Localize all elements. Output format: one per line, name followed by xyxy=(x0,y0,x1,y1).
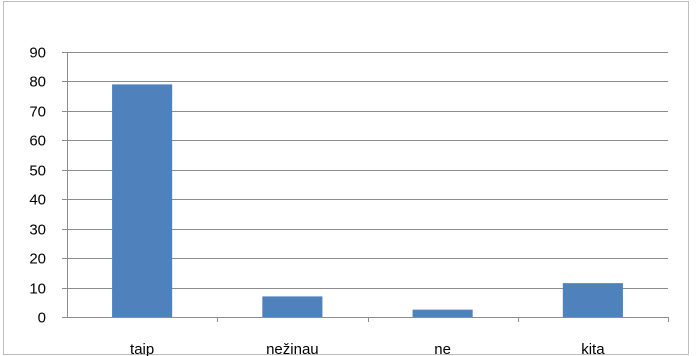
bars xyxy=(112,84,623,317)
bar-2 xyxy=(262,296,323,317)
chart-frame xyxy=(3,1,689,355)
y-tick-label: 30 xyxy=(29,222,46,239)
x-category-label: nežinau xyxy=(266,341,319,356)
x-category-label: taip xyxy=(130,341,154,356)
bar-3 xyxy=(412,309,473,317)
y-tick-label: 90 xyxy=(29,45,46,62)
y-tick-label: 0 xyxy=(38,310,46,327)
x-category-label: ne xyxy=(434,341,451,356)
bar-4 xyxy=(562,283,623,317)
bar-1 xyxy=(112,84,173,317)
y-tick-label: 40 xyxy=(29,192,46,209)
x-category-label: kita xyxy=(581,341,605,356)
y-tick-label: 10 xyxy=(29,281,46,298)
y-tick-label: 70 xyxy=(29,104,46,121)
axes xyxy=(62,52,669,322)
x-category-labels: taip nežinau ne kita xyxy=(130,341,605,356)
y-tick-label: 60 xyxy=(29,133,46,150)
y-tick-label: 50 xyxy=(29,163,46,180)
y-tick-label: 20 xyxy=(29,251,46,268)
y-tick-labels: 0 10 20 30 40 50 60 70 80 90 xyxy=(29,45,46,327)
y-tick-label: 80 xyxy=(29,74,46,91)
